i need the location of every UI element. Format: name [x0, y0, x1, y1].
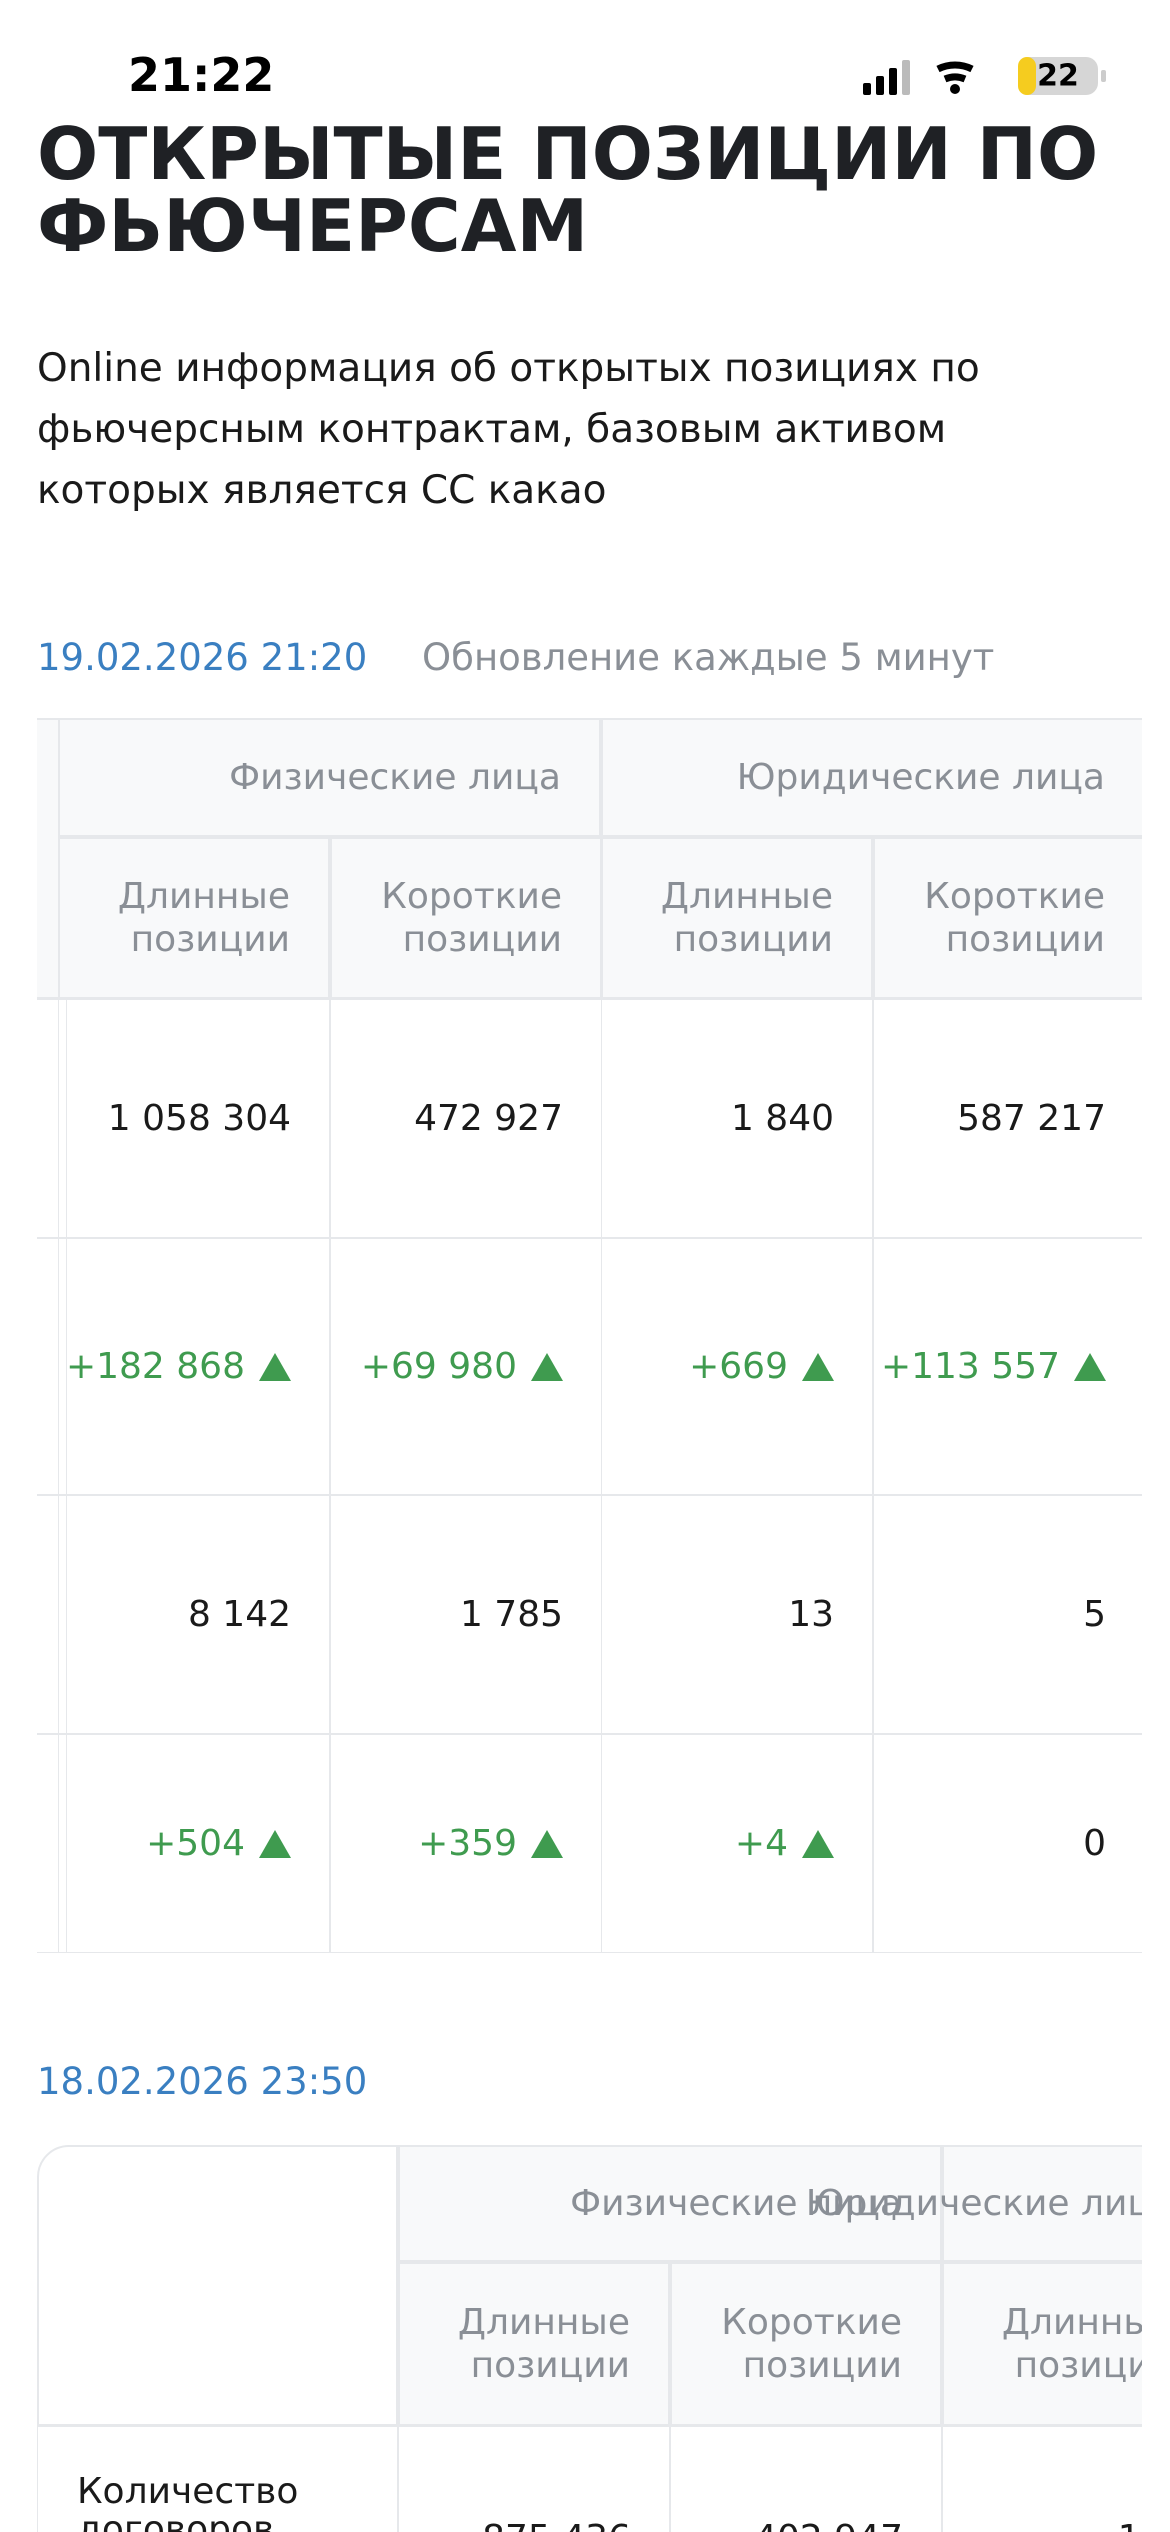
cell-value: 1 840	[730, 1098, 834, 1139]
table-cell: 1 785	[330, 1495, 602, 1734]
table-cell: 8 142	[58, 1495, 330, 1734]
table-2: Физические лица Юридические лица Длинные по…	[37, 0, 1142, 2532]
trend-up-icon	[802, 1829, 834, 1858]
table-cell: +182 868	[58, 1238, 330, 1495]
table-cell: 1 058 304	[58, 999, 330, 1238]
column-header-line: позиции	[945, 919, 1105, 960]
cell-value: 13	[788, 1594, 834, 1635]
row-strip	[37, 1734, 67, 1953]
column-header: Короткие позиции	[873, 837, 1142, 999]
column-header-line: Короткие	[381, 876, 562, 917]
description-line: Online информация об открытых позициях п…	[37, 346, 980, 391]
cell-value: 1 058 304	[107, 1098, 291, 1139]
table-cell: 402 947	[670, 2426, 942, 2532]
row-strip	[37, 1495, 67, 1734]
table-cell: +669	[601, 1238, 873, 1495]
column-header-line: Длинные	[1001, 2302, 1142, 2343]
cell-value: +113 557	[880, 1346, 1060, 1387]
trend-up-icon	[531, 1352, 563, 1381]
status-time: 21:22	[128, 48, 275, 102]
trend-up-icon	[259, 1829, 291, 1858]
cell-value: 1 1	[1118, 2518, 1142, 2532]
row-strip	[37, 999, 67, 1238]
table-cell: 587 217	[873, 999, 1142, 1238]
cell-value: 8 142	[187, 1594, 291, 1635]
cell-value: 875 436	[482, 2518, 631, 2532]
table-cell: 5	[873, 1495, 1142, 1734]
trend-up-icon	[531, 1829, 563, 1858]
cell-value: 0	[1083, 1823, 1106, 1864]
table-cell: 875 436	[398, 2426, 670, 2532]
group-header: Физические лица	[398, 2145, 942, 2262]
column-header-line: Длинные	[660, 876, 833, 917]
table-1: Физические лица Юридические лица Длинные по…	[37, 0, 1142, 2532]
column-header-line: позиции	[470, 2345, 630, 2386]
corner-cell	[37, 2145, 398, 2426]
cell-value: 472 927	[414, 1098, 563, 1139]
group-header-text: Физические лица	[229, 757, 561, 798]
row-label-line: Количество	[77, 2471, 299, 2512]
table-cell: 1 1	[942, 2426, 1142, 2532]
trend-up-icon	[259, 1352, 291, 1381]
group-header-text: Физические лица	[570, 2183, 902, 2224]
cell-value: +69 980	[360, 1346, 517, 1387]
group-header: Физические лица	[58, 718, 601, 837]
update-date: 19.02.2026 21:20	[37, 636, 368, 679]
cell-value: 5	[1083, 1594, 1106, 1635]
battery-level: 22	[1037, 59, 1079, 94]
cell-value: +359	[418, 1823, 517, 1864]
column-header-line: Короткие	[924, 876, 1105, 917]
title-line: ОТКРЫТЫЕ ПОЗИЦИИ ПО	[37, 112, 1099, 196]
column-header-line: позиции	[130, 919, 290, 960]
column-header-line: позиции	[402, 919, 562, 960]
status-icons: 22	[863, 57, 1106, 95]
group-header-text: Юридические лица	[805, 2183, 1142, 2224]
table-cell: +4	[601, 1734, 873, 1953]
cell-value: +182 868	[65, 1346, 245, 1387]
column-header-line: Длинные	[457, 2302, 630, 2343]
table-cell: 0	[873, 1734, 1142, 1953]
group-header-text: Юридические лица	[736, 757, 1105, 798]
description-line: которых является CC какао	[37, 468, 607, 513]
column-header-line: позиции	[673, 919, 833, 960]
update-date: 18.02.2026 23:50	[37, 2060, 368, 2103]
group-header: Юридические лица	[601, 718, 1142, 837]
cell-value: +504	[146, 1823, 245, 1864]
cell-value: +4	[734, 1823, 788, 1864]
table-cell: +113 557	[873, 1238, 1142, 1495]
title-line: ФЬЮЧЕРСАМ	[37, 184, 589, 268]
column-header-line: Длинные	[117, 876, 290, 917]
table-cell: +69 980	[330, 1238, 602, 1495]
row-label-line: договоров	[77, 2509, 275, 2532]
cell-value: 402 947	[754, 2518, 903, 2532]
page-title: ОТКРЫТЫЕ ПОЗИЦИИ ПО ФЬЮЧЕРСАМ	[37, 118, 1098, 262]
table-cell: +504	[58, 1734, 330, 1953]
table-cell: 13	[601, 1495, 873, 1734]
column-header-line: Короткие	[721, 2302, 902, 2343]
column-header: Короткие позиции	[670, 2262, 942, 2426]
cell-value: 587 217	[957, 1098, 1106, 1139]
group-header: Юридические лица	[806, 2145, 1142, 2262]
row-strip	[37, 1238, 67, 1495]
column-header-line: позиции	[742, 2345, 902, 2386]
description-line: фьючерсным контрактам, базовым активом	[37, 407, 947, 452]
column-header-line: позиции	[1014, 2345, 1142, 2386]
update-note: Обновление каждые 5 минут	[422, 636, 995, 679]
table-cell: 1 840	[601, 999, 873, 1238]
cell-value: +669	[689, 1346, 788, 1387]
trend-up-icon	[802, 1352, 834, 1381]
cell-value: 1 785	[459, 1594, 563, 1635]
row-label: Количество договоров	[37, 2426, 398, 2532]
trend-up-icon	[1074, 1352, 1106, 1381]
description: Online информация об открытых позициях п…	[37, 338, 980, 521]
